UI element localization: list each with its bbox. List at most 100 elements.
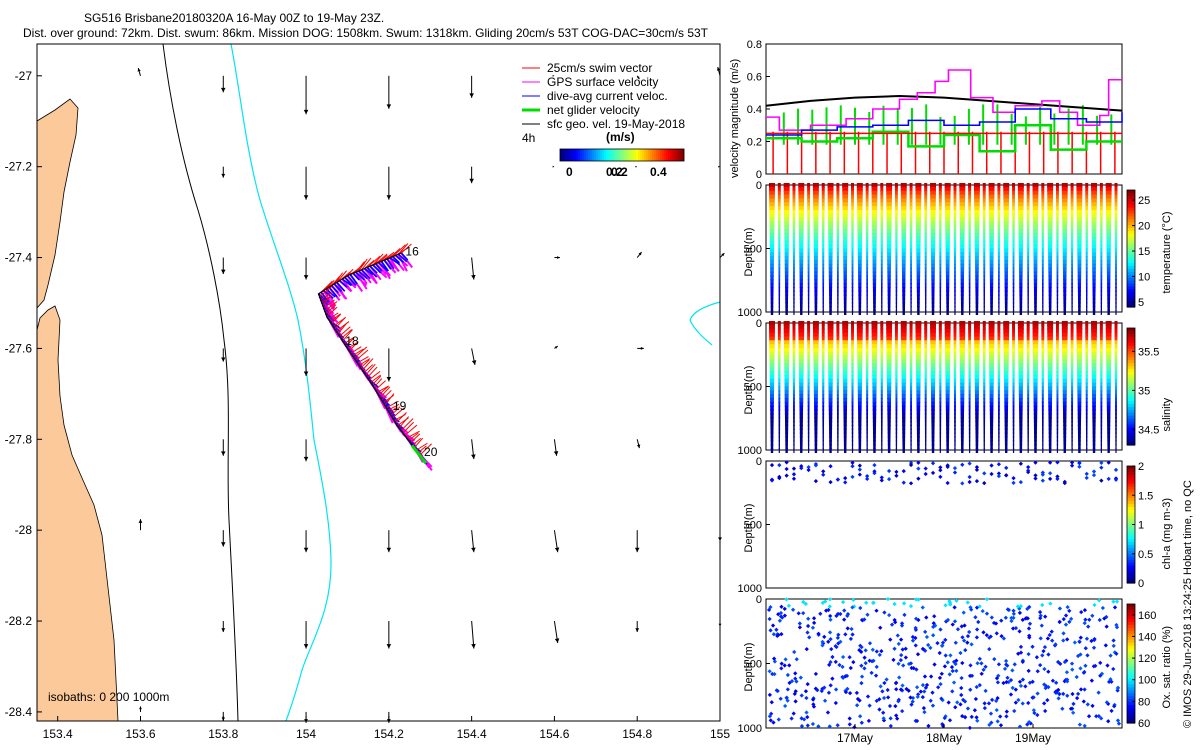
section-dot (952, 466, 958, 471)
section-dot (769, 477, 775, 482)
section-cell (982, 209, 986, 215)
section-cell (1048, 302, 1052, 308)
section-cell (827, 206, 834, 212)
section-cell (842, 198, 848, 204)
section-cell (784, 217, 790, 223)
section-cell (793, 286, 795, 292)
section-cell (800, 310, 803, 315)
section-dot (1056, 696, 1061, 701)
section-cell (1077, 409, 1082, 415)
colorbar-swatch (1127, 580, 1135, 584)
colorbar-swatch (1127, 606, 1135, 611)
section-cell (1114, 248, 1118, 254)
section-cell (843, 417, 847, 423)
section-cell (769, 355, 775, 361)
section-cell (1063, 417, 1067, 423)
section-cell (944, 340, 951, 346)
section-cell (975, 409, 979, 415)
section-cell (792, 332, 796, 338)
section-dot (968, 687, 973, 692)
section-cell (894, 321, 898, 326)
section-cell (983, 221, 986, 227)
section-cell (1106, 394, 1111, 400)
section-cell (924, 248, 927, 254)
section-cell (770, 394, 774, 400)
section-cell (1062, 233, 1068, 239)
colorbar-swatch (1127, 527, 1135, 531)
section-dot (1042, 701, 1047, 706)
section-cell (1027, 259, 1030, 265)
section-cell (997, 394, 1000, 400)
section-cell (944, 183, 951, 188)
section-cell (910, 413, 912, 419)
section-cell (902, 421, 906, 427)
colorbar-swatch (656, 149, 659, 161)
section-cell (1078, 444, 1081, 450)
section-cell (1026, 355, 1030, 361)
section-dot (1042, 682, 1047, 687)
section-cell (1033, 371, 1038, 377)
section-cell (916, 279, 921, 285)
section-dot (772, 659, 778, 664)
section-cell (916, 413, 921, 419)
section-cell (915, 209, 922, 215)
section-cell (798, 367, 804, 373)
section-cell (1076, 328, 1083, 334)
section-cell (1114, 390, 1118, 396)
section-cell (880, 336, 884, 342)
section-cell (895, 382, 898, 388)
section-cell (1056, 444, 1059, 450)
section-cell (1070, 324, 1074, 330)
section-cell (814, 259, 818, 265)
section-cell (836, 183, 840, 188)
section-cell (924, 336, 928, 342)
depth-tick-label: 1000 (738, 445, 762, 457)
section-cell (1106, 413, 1111, 419)
colorbar-swatch (1127, 233, 1135, 238)
section-cell (945, 267, 950, 273)
section-cell (930, 332, 936, 338)
section-cell (1056, 386, 1059, 392)
colorbar-swatch (1127, 544, 1135, 549)
section-cell (953, 244, 957, 250)
swim-vector (324, 301, 338, 312)
section-cell (983, 413, 986, 419)
geo-vector-head (303, 456, 309, 462)
section-cell (931, 294, 935, 300)
section-cell (1047, 198, 1053, 204)
section-dot (969, 642, 974, 647)
section-cell (1091, 344, 1097, 350)
section-cell (871, 206, 878, 212)
section-cell (857, 371, 863, 377)
section-cell (1026, 340, 1030, 346)
colorbar-swatch (630, 149, 633, 161)
section-cell (872, 283, 877, 289)
section-cell (1012, 436, 1015, 442)
section-cell (881, 306, 883, 312)
section-cell (866, 428, 868, 434)
section-cell (1012, 202, 1015, 208)
section-cell (1077, 225, 1082, 231)
section-cell (828, 374, 833, 380)
colorbar-swatch (626, 149, 629, 161)
section-cell (983, 236, 986, 242)
section-cell (792, 347, 796, 353)
colorbar-swatch (568, 149, 571, 161)
section-cell (770, 279, 774, 285)
section-cell (1105, 324, 1112, 330)
section-dot (947, 718, 953, 723)
section-cell (807, 436, 810, 442)
section-dot (1085, 653, 1090, 658)
section-cell (1105, 194, 1112, 200)
section-dot (928, 698, 933, 703)
section-cell (836, 271, 839, 277)
section-cell (975, 283, 979, 289)
section-cell (857, 233, 863, 239)
section-cell (770, 397, 774, 403)
section-cell (887, 401, 891, 407)
section-cell (807, 263, 810, 269)
section-cell (1041, 229, 1044, 235)
section-cell (813, 256, 818, 262)
section-cell (851, 344, 854, 350)
section-cell (1018, 263, 1023, 269)
